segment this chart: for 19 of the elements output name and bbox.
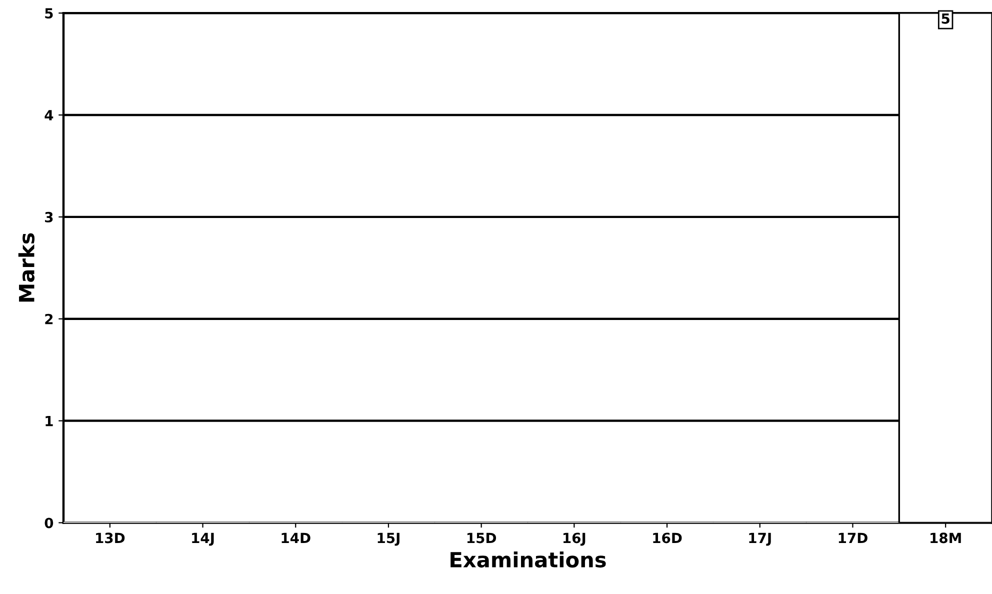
x-tick-label: 16J [563, 532, 586, 546]
x-tick-label: 14J [192, 532, 214, 546]
x-tick-label: 17J [749, 532, 771, 546]
x-tick-label: 15J [378, 532, 400, 546]
x-tick-label: 17D [838, 532, 868, 543]
data-label: 5 [942, 13, 950, 24]
y-tick-label: 5 [45, 8, 53, 19]
x-tick-label: 13D [96, 532, 125, 544]
x-tick-label: 18M [930, 532, 961, 544]
y-tick-label: 0 [44, 518, 54, 528]
y-tick-label: 3 [45, 212, 53, 222]
y-tick-label: 2 [45, 314, 53, 324]
x-tick-label: 14D [282, 532, 310, 543]
x-axis-title: Examinations [450, 551, 606, 568]
x-tick-label: 15D [467, 532, 496, 544]
y-axis-title: Marks [18, 233, 35, 302]
y-tick-label: 4 [44, 110, 54, 120]
y-tick-label: 1 [46, 416, 53, 426]
x-tick-label: 16D [653, 532, 682, 544]
